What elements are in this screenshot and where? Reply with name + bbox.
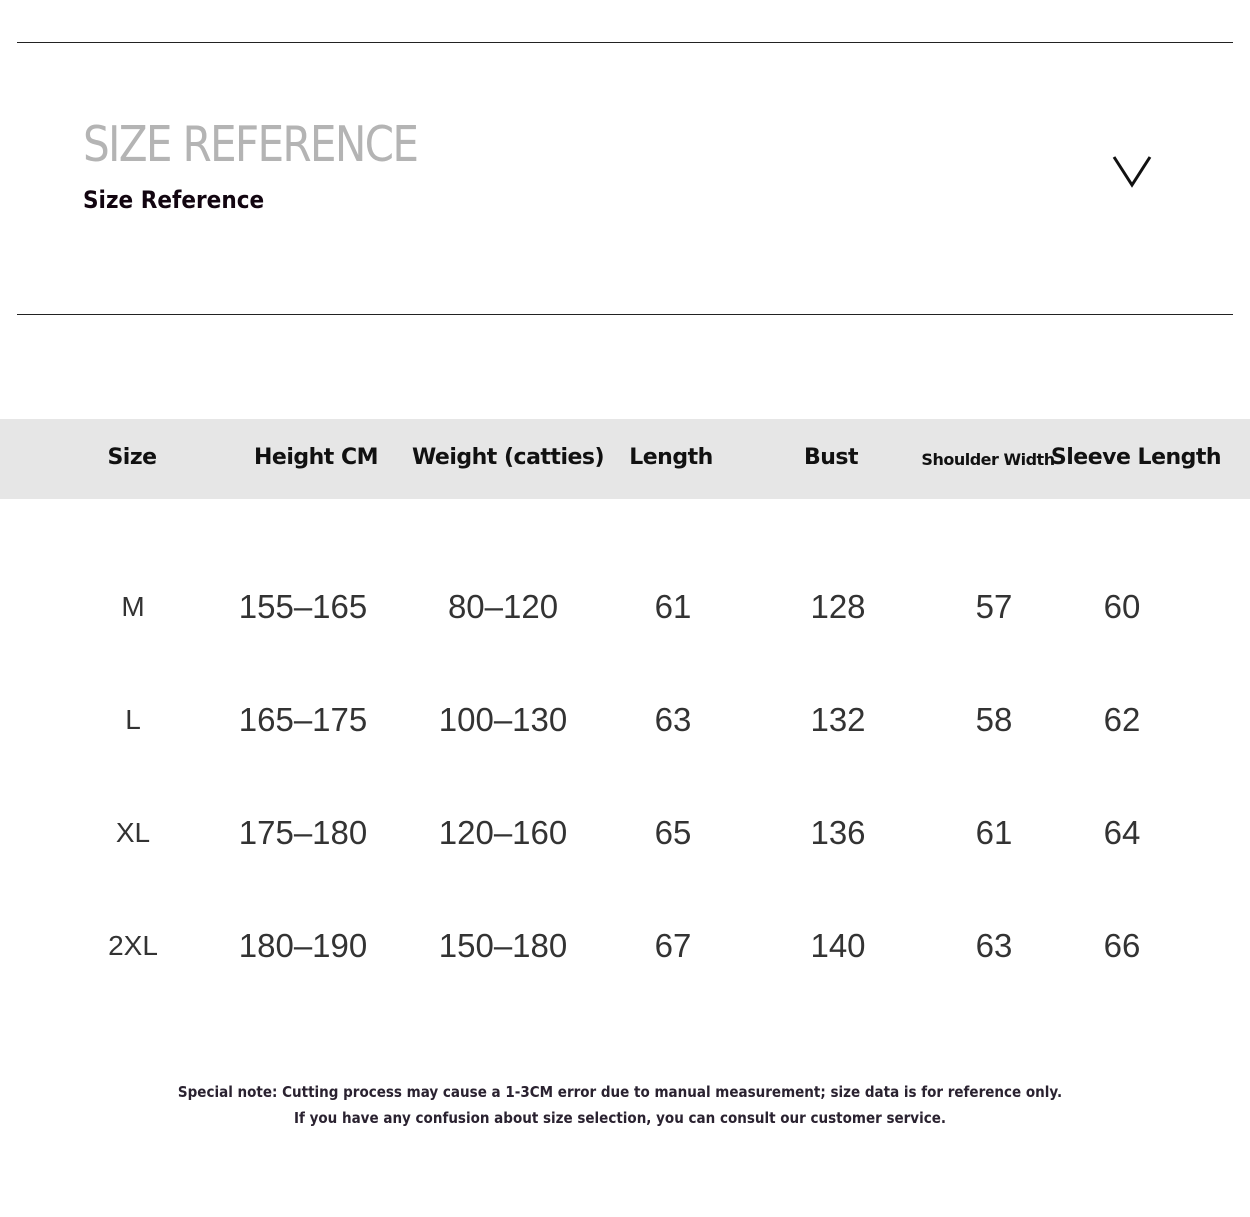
top-divider bbox=[17, 42, 1233, 43]
table-cell: 140 bbox=[810, 927, 866, 964]
table-cell: 132 bbox=[810, 701, 866, 738]
table-cell: 63 bbox=[975, 927, 1013, 964]
table-header bbox=[0, 419, 1250, 499]
table-cell: XL bbox=[115, 817, 151, 848]
table-cell: 63 bbox=[654, 701, 692, 738]
table-cell: 128 bbox=[810, 588, 866, 625]
table-cell: 100–130 bbox=[438, 701, 568, 738]
chevron-down-icon bbox=[1112, 156, 1152, 188]
table-cell: M bbox=[121, 591, 145, 622]
special-note: Special note: Cutting process may cause … bbox=[177, 1083, 1063, 1101]
customer-service-note: If you have any confusion about size sel… bbox=[293, 1109, 947, 1127]
table-cell: 2XL bbox=[108, 930, 158, 961]
title: Size Reference bbox=[83, 186, 265, 214]
column-header: Length bbox=[629, 445, 713, 470]
table-cell: 66 bbox=[1103, 927, 1141, 964]
title-large: SIZE REFERENCE bbox=[83, 116, 419, 173]
table-cell: 165–175 bbox=[238, 701, 368, 738]
bottom-divider bbox=[17, 314, 1233, 315]
table-cell: 67 bbox=[654, 927, 692, 964]
table-cell: 60 bbox=[1103, 588, 1141, 625]
table-cell: 155–165 bbox=[238, 588, 368, 625]
table-cell: 62 bbox=[1103, 701, 1141, 738]
column-header: Size bbox=[107, 445, 157, 470]
column-header: Height CM bbox=[254, 445, 379, 470]
table-cell: 64 bbox=[1103, 814, 1141, 851]
table-cell: 120–160 bbox=[438, 814, 568, 851]
column-header: Weight (catties) bbox=[411, 445, 605, 470]
column-header: Sleeve Length bbox=[1050, 445, 1222, 470]
table-cell: 58 bbox=[975, 701, 1013, 738]
column-header: Bust bbox=[803, 445, 859, 470]
table-cell: 136 bbox=[810, 814, 866, 851]
table-cell: 150–180 bbox=[438, 927, 568, 964]
table-cell: 65 bbox=[654, 814, 692, 851]
table-cell: 61 bbox=[654, 588, 692, 625]
table-cell: 175–180 bbox=[238, 814, 368, 851]
table-cell: 57 bbox=[975, 588, 1013, 625]
table-cell: 180–190 bbox=[238, 927, 368, 964]
column-header: Shoulder Width bbox=[921, 450, 1055, 469]
table-cell: 80–120 bbox=[447, 588, 559, 625]
table-cell: L bbox=[125, 704, 141, 735]
table-cell: 61 bbox=[975, 814, 1013, 851]
